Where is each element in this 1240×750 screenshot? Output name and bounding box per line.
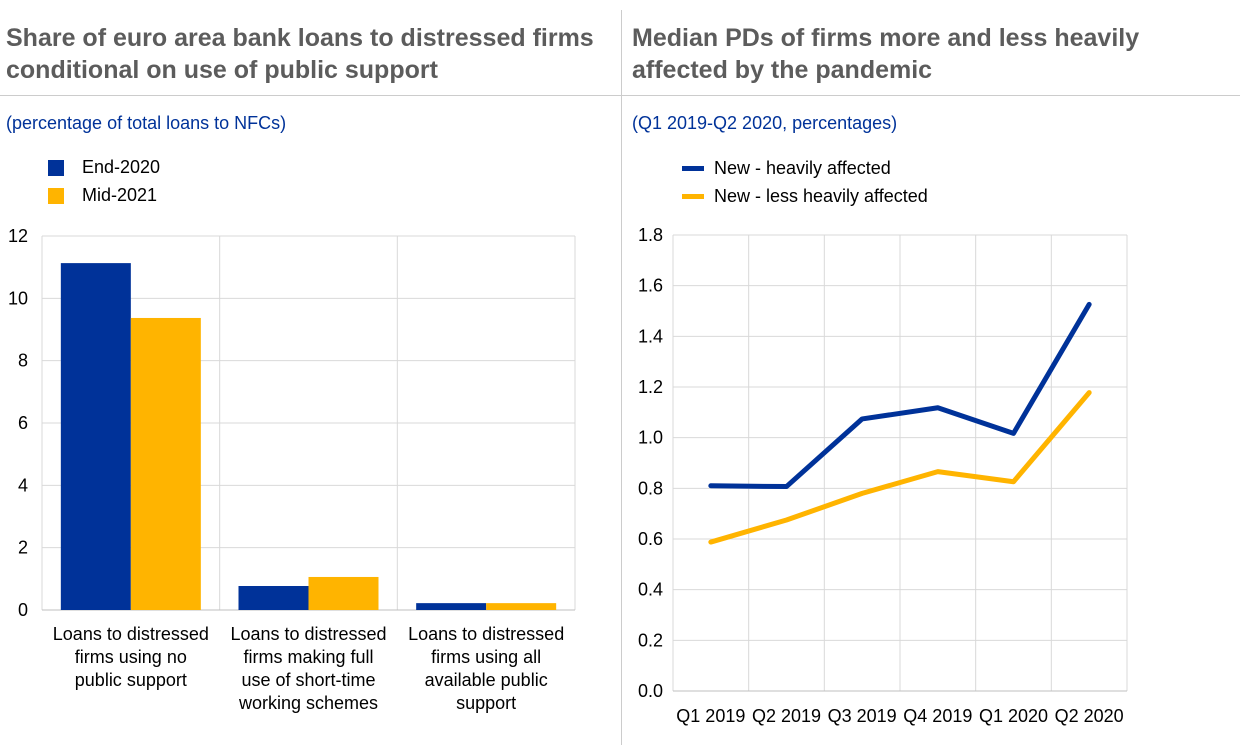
y-tick-label: 12	[8, 226, 28, 246]
y-tick-label: 1.6	[638, 276, 663, 296]
right-chart-subtitle: (Q1 2019-Q2 2020, percentages)	[632, 113, 898, 133]
x-tick-label: firms using all	[431, 647, 541, 667]
x-tick-label: Q4 2019	[903, 706, 972, 726]
y-tick-label: 6	[18, 413, 28, 433]
legend-less-affected: New - less heavily affected	[682, 186, 928, 207]
line-less-affected	[708, 390, 1092, 545]
y-tick-label: 1.0	[638, 428, 663, 448]
y-tick-label: 1.8	[638, 225, 663, 245]
x-tick-label: available public	[425, 670, 548, 690]
bar-mid-2021	[486, 603, 557, 610]
x-tick-label: Q1 2019	[676, 706, 745, 726]
bar-mid-2021	[130, 317, 201, 610]
y-tick-label: 1.4	[638, 326, 663, 346]
legend-label: End-2020	[82, 157, 161, 177]
legend-swatch	[48, 187, 64, 204]
panel-divider	[621, 10, 622, 745]
x-tick-label: Loans to distressed	[408, 624, 564, 644]
bar-end-2020	[416, 603, 487, 610]
bar-end-2020	[60, 263, 131, 610]
line-heavily-affected	[708, 301, 1092, 490]
legend-line	[682, 166, 704, 171]
left-title-divider	[0, 95, 621, 96]
x-tick-label: Q2 2020	[1055, 706, 1124, 726]
y-tick-label: 8	[18, 351, 28, 371]
y-tick-label: 10	[8, 288, 28, 308]
legend-mid-2021: Mid-2021	[48, 185, 157, 206]
y-tick-label: 0.2	[638, 630, 663, 650]
left-chart-subtitle: (percentage of total loans to NFCs)	[6, 113, 287, 133]
y-tick-label: 0	[18, 600, 28, 620]
x-tick-label: Loans to distressed	[53, 624, 209, 644]
x-tick-label: working schemes	[238, 693, 378, 713]
legend-label: New - less heavily affected	[714, 186, 928, 206]
y-tick-label: 0.0	[638, 681, 663, 701]
legend-end-2020: End-2020	[48, 157, 160, 178]
x-tick-label: Q1 2020	[979, 706, 1048, 726]
y-tick-label: 1.2	[638, 377, 663, 397]
legend-label: Mid-2021	[82, 185, 158, 205]
x-tick-label: Loans to distressed	[230, 624, 386, 644]
right-title-divider	[622, 95, 1240, 96]
legend-line	[682, 194, 704, 199]
x-tick-label: support	[456, 693, 516, 713]
x-tick-label: firms using no	[75, 647, 187, 667]
bar-mid-2021	[308, 576, 379, 610]
y-tick-label: 2	[18, 538, 28, 558]
y-tick-label: 0.4	[638, 580, 663, 600]
x-tick-label: Q2 2019	[752, 706, 821, 726]
y-tick-label: 0.8	[638, 478, 663, 498]
right-chart-title: Median PDs of firms more and less heavil…	[632, 24, 1140, 84]
legend-swatch	[48, 159, 64, 176]
y-tick-label: 4	[18, 475, 28, 495]
bar-end-2020	[238, 586, 309, 610]
y-tick-label: 0.6	[638, 529, 663, 549]
x-tick-label: public support	[75, 670, 187, 690]
left-chart-title: Share of euro area bank loans to distres…	[6, 24, 594, 84]
x-tick-label: Q3 2019	[828, 706, 897, 726]
legend-label: New - heavily affected	[714, 158, 891, 178]
x-tick-label: use of short-time	[241, 670, 375, 690]
x-tick-label: firms making full	[243, 647, 373, 667]
legend-heavily-affected: New - heavily affected	[682, 158, 891, 179]
